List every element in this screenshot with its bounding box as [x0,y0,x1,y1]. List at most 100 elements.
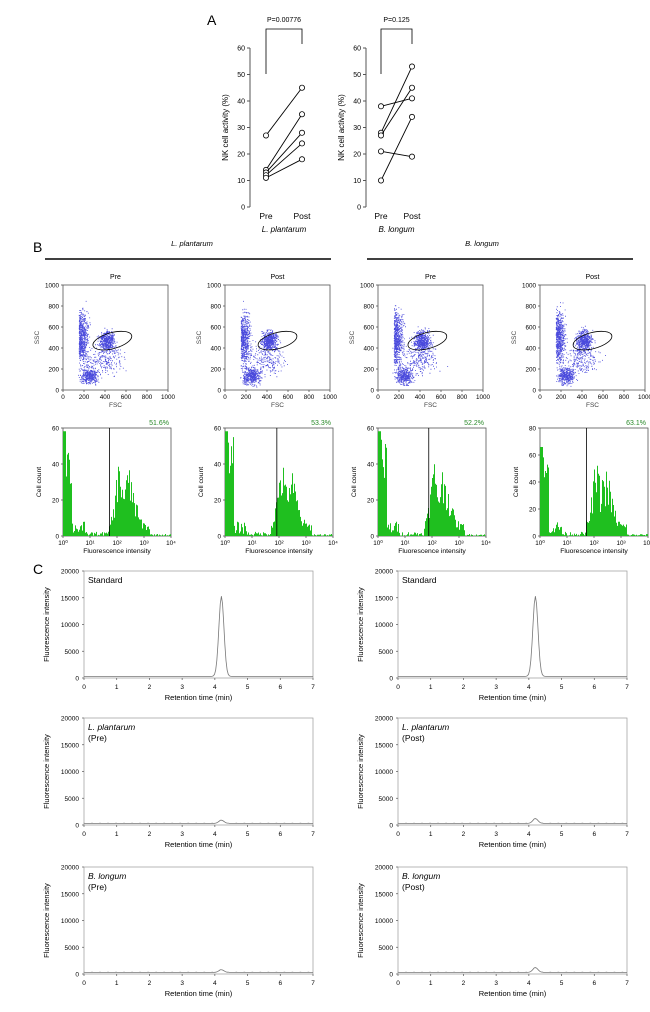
a-group-label: L. plantarum [262,225,307,234]
chromatogram-y-tick-label: 10000 [375,769,393,776]
chromatogram-x-tick-label: 1 [115,684,119,691]
gate-ellipse [92,330,133,351]
gated-percent-label: 63.1% [626,420,646,427]
post-point [408,95,415,102]
chromatogram-frame [83,570,314,679]
a-group-label: B. longum [378,225,414,234]
pre-point [377,148,384,155]
chromatogram-y-tick-label: 10000 [61,918,79,925]
chromatogram-frame [397,717,628,826]
a-y-tick-label: 60 [237,46,245,53]
b-group-label: B. longum [465,239,499,248]
histogram-x-tick-label: 10³ [139,540,148,547]
histogram-x-axis-label: Fluorescence intensity [83,548,151,555]
histogram-x-tick-label: 10⁴ [643,540,650,547]
histogram-x-tick-label: 10² [589,540,598,547]
chromatogram-x-tick-label: 2 [462,684,466,691]
a-x-tick-label: Pre [259,211,273,221]
chromatogram-y-axis-label: Fluorescence intensity [42,587,51,662]
scatter-x-axis-label: FSC [109,402,122,409]
chromatogram-x-tick-label: 2 [148,831,152,838]
histogram-x-tick-label: 10⁰ [58,540,68,547]
chromatogram-x-tick-label: 1 [429,684,433,691]
chromatogram-x-tick-label: 2 [148,980,152,987]
chromatogram-y-axis-label: Fluorescence intensity [42,883,51,958]
chromatogram-y-axis-label: Fluorescence intensity [42,734,51,809]
a-y-tick-label: 0 [357,205,361,212]
scatter-title: Pre [425,274,436,281]
chromatogram-x-tick-label: 4 [527,980,531,987]
chromatogram-x-tick-label: 5 [560,831,564,838]
chromatogram-x-tick-label: 5 [246,684,250,691]
chromatogram-x-tick-label: 5 [560,980,564,987]
subject-line [380,150,413,158]
chromatogram-y-tick-label: 5000 [65,796,80,803]
histogram-x-tick-label: 10¹ [562,540,571,547]
scatter-points [78,300,127,386]
histogram-y-tick-label: 40 [214,461,222,468]
pre-point [377,177,384,184]
chromatogram-x-tick-label: 2 [462,831,466,838]
scatter-x-tick-label: 200 [241,394,252,401]
histogram-y-tick-label: 40 [529,479,537,486]
scatter-points [392,305,449,386]
histogram-y-tick-label: 60 [52,425,60,432]
chromatogram-x-tick-label: 3 [180,980,184,987]
post-point [298,140,305,147]
chromatogram-y-tick-label: 0 [75,972,79,979]
scatter-x-axis-label: FSC [424,402,437,409]
chromatogram-y-tick-label: 20000 [375,716,393,723]
scatter-x-tick-label: 200 [79,394,90,401]
histogram-y-tick-label: 0 [55,533,59,540]
chromatogram-y-tick-label: 20000 [375,865,393,872]
chromatogram-y-tick-label: 15000 [61,891,79,898]
post-point [298,84,305,91]
chromatogram-sample-label: Standard [88,575,123,585]
histogram-x-tick-label: 10² [112,540,121,547]
chromatogram-frame [397,570,628,679]
chromatogram-x-tick-label: 0 [82,980,86,987]
pre-point [377,103,384,110]
histogram-x-tick-label: 10³ [616,540,625,547]
histogram-bars [378,431,486,536]
panel-label-c: C [33,561,43,577]
scatter-frame [539,284,646,391]
scatter-y-tick-label: 800 [363,303,374,310]
chromatogram-x-tick-label: 7 [625,980,629,987]
a-y-tick-label: 40 [237,99,245,106]
chromatogram-y-tick-label: 15000 [375,742,393,749]
chromatogram-x-tick-label: 6 [278,684,282,691]
histogram-x-tick-label: 10⁰ [220,540,230,547]
pre-point [377,132,384,139]
histogram-y-tick-label: 20 [214,497,222,504]
histogram-bars [540,447,648,536]
scatter-x-tick-label: 0 [61,394,65,401]
scatter-y-tick-label: 1000 [360,282,375,289]
chromatogram-x-tick-label: 7 [625,684,629,691]
scatter-x-tick-label: 600 [598,394,609,401]
subject-line [380,66,413,133]
chromatogram-y-tick-label: 0 [389,823,393,830]
histogram-x-tick-label: 10⁴ [328,540,338,547]
histogram-x-tick-label: 10³ [454,540,463,547]
chromatogram-sample-label: L. plantarum [402,722,449,732]
a-y-tick-label: 60 [353,46,361,53]
panel-label-a: A [207,12,217,28]
a-y-tick-label: 20 [237,152,245,159]
scatter-y-tick-label: 0 [532,387,536,394]
histogram-x-tick-label: 10⁰ [535,540,545,547]
chromatogram-x-tick-label: 0 [82,684,86,691]
chromatogram-x-tick-label: 5 [246,980,250,987]
scatter-x-tick-label: 200 [394,394,405,401]
chromatogram-x-tick-label: 6 [278,831,282,838]
scatter-x-tick-label: 800 [304,394,315,401]
chromatogram-x-tick-label: 6 [592,684,596,691]
chromatogram-x-tick-label: 3 [180,831,184,838]
histogram-x-tick-label: 10¹ [247,540,256,547]
chromatogram-trace [397,967,627,973]
subject-line [380,116,413,181]
subject-line [265,132,303,173]
chromatogram-x-tick-label: 5 [560,684,564,691]
post-point [408,63,415,70]
scatter-x-tick-label: 800 [619,394,630,401]
